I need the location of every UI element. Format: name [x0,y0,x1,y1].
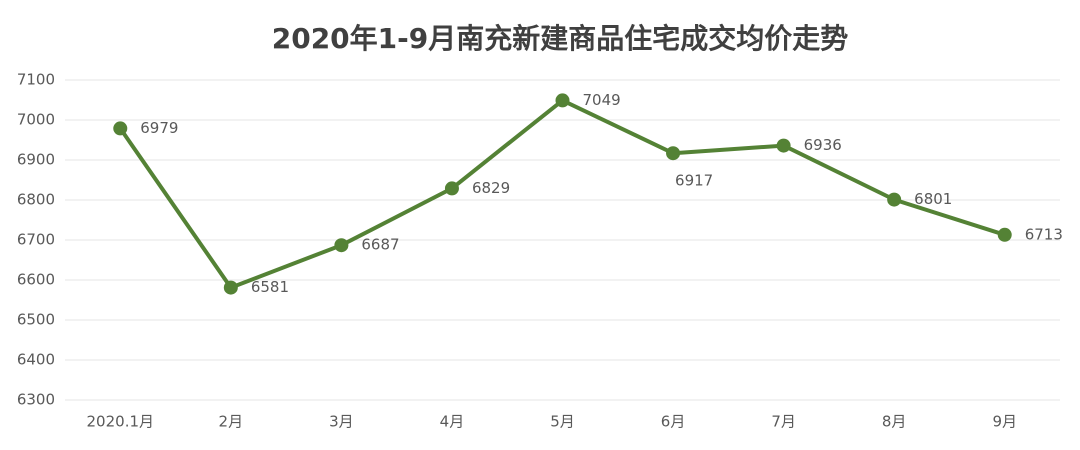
marker [334,238,349,253]
marker [223,280,238,295]
y-tick-label: 6300 [17,391,55,409]
x-tick-label: 6月 [661,413,686,431]
data-label: 6979 [140,119,178,137]
data-label: 6713 [1025,225,1063,243]
data-label: 7049 [583,91,621,109]
y-tick-label: 7000 [17,111,55,129]
x-tick-label: 5月 [550,413,575,431]
marker [666,146,681,161]
data-label: 6936 [804,136,842,154]
y-tick-label: 6400 [17,351,55,369]
marker [776,138,791,153]
data-label: 6829 [472,179,510,197]
y-tick-label: 6700 [17,231,55,249]
data-label: 6801 [914,190,952,208]
x-tick-label: 8月 [882,413,907,431]
marker [444,181,459,196]
marker [113,121,128,136]
y-tick-label: 6600 [17,271,55,289]
marker [555,93,570,108]
marker [997,227,1012,242]
x-tick-label: 4月 [440,413,465,431]
x-tick-label: 9月 [992,413,1017,431]
data-label: 6687 [361,236,399,254]
x-tick-label: 2020.1月 [87,413,155,431]
y-tick-label: 6800 [17,191,55,209]
x-tick-label: 2月 [219,413,244,431]
data-label: 6917 [675,172,713,190]
y-tick-label: 6900 [17,151,55,169]
x-tick-label: 3月 [329,413,354,431]
chart-title: 2020年1-9月南充新建商品住宅成交均价走势 [272,22,849,55]
marker [887,192,902,207]
x-tick-label: 7月 [771,413,796,431]
y-tick-label: 7100 [17,71,55,89]
y-tick-label: 6500 [17,311,55,329]
data-label: 6581 [251,278,289,296]
